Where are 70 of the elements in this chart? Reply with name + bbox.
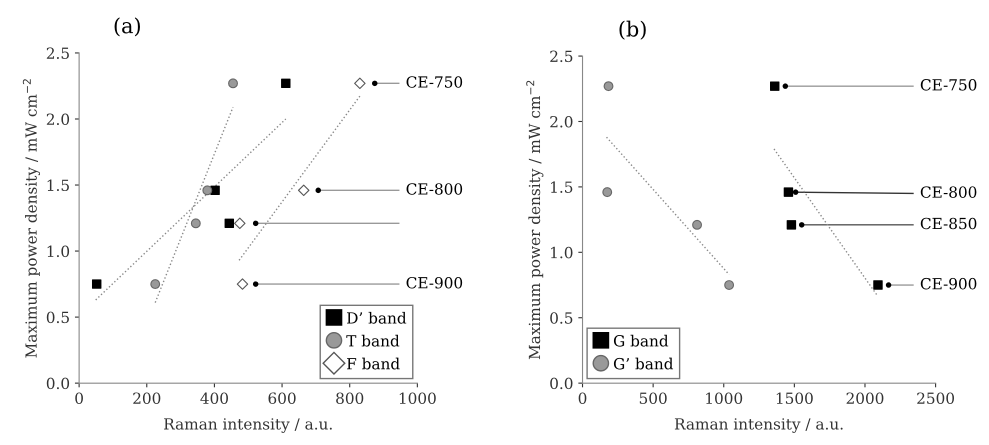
series-label: CE-750 <box>406 76 462 88</box>
legend-label: G band <box>614 334 668 347</box>
y-tick-label: 1.0 <box>551 246 572 258</box>
series-label: CE-750 <box>920 79 976 91</box>
point <box>252 281 258 287</box>
y-tick-label: 0.0 <box>550 378 572 390</box>
point <box>236 278 248 290</box>
point <box>316 188 322 194</box>
x-tick-label: 2000 <box>846 392 884 404</box>
y-tick-label: 2.5 <box>46 47 69 59</box>
x-tick-label: 1000 <box>400 392 436 404</box>
y-tick-label: 0.5 <box>550 312 572 324</box>
x-tick-label: 500 <box>640 392 667 404</box>
point <box>692 220 702 230</box>
point <box>873 280 883 290</box>
point <box>886 282 892 288</box>
y-tick-label: 2.0 <box>46 113 70 126</box>
y-tick-label: 1.5 <box>48 179 69 192</box>
point <box>150 279 160 290</box>
point <box>792 189 798 195</box>
x-axis-title: Raman intensity / a.u. <box>164 418 332 433</box>
point <box>372 80 378 86</box>
chart-title: (a) <box>114 17 140 36</box>
series-label: CE-900 <box>406 276 462 289</box>
x-tick-label: 2500 <box>917 392 954 404</box>
x-tick-label: 600 <box>268 392 296 404</box>
point <box>784 187 794 197</box>
point <box>354 78 366 90</box>
chart-title: (b) <box>619 20 646 40</box>
point <box>602 187 612 198</box>
x-tick-label: 1000 <box>706 392 742 404</box>
point <box>782 83 788 89</box>
x-tick-label: 0 <box>578 392 586 404</box>
series-label: CE-850 <box>920 218 976 230</box>
point <box>234 218 246 230</box>
legend-label: T band <box>346 334 400 347</box>
x-tick-label: 200 <box>133 392 160 404</box>
point <box>770 81 780 91</box>
point <box>210 186 220 196</box>
y-tick-label: 2.0 <box>550 116 572 128</box>
series-label: CE-800 <box>406 183 462 195</box>
point <box>224 218 234 228</box>
point <box>252 220 258 226</box>
point <box>298 184 310 196</box>
legend-label: G’ band <box>614 358 674 370</box>
x-tick-label: 800 <box>336 392 364 404</box>
point <box>724 280 734 290</box>
series-label: CE-900 <box>920 278 976 290</box>
legend-label: D’ band <box>347 312 406 324</box>
point <box>92 279 102 289</box>
point <box>228 78 238 88</box>
point <box>281 78 291 88</box>
point <box>202 185 212 196</box>
y-tick-label: 0.0 <box>46 378 70 390</box>
point <box>604 81 614 92</box>
y-axis-title: Maximum power density / mW cm$^{−2}$ <box>526 80 544 360</box>
point <box>786 220 796 230</box>
series-label: CE-800 <box>920 186 976 198</box>
y-tick-label: 2.5 <box>550 50 572 62</box>
x-tick-label: 1500 <box>776 392 813 404</box>
x-axis-title: Raman intensity / a.u. <box>674 418 843 433</box>
y-tick-label: 1.5 <box>551 181 572 193</box>
x-tick-label: 400 <box>200 392 228 404</box>
y-axis-title: Maximum power density / mW cm$^{−2}$ <box>22 79 40 358</box>
point <box>190 218 201 228</box>
point <box>798 222 804 228</box>
x-tick-label: 0 <box>75 392 83 404</box>
y-tick-label: 1.0 <box>48 246 70 258</box>
legend-label: F band <box>347 358 400 370</box>
y-tick-label: 0.5 <box>46 312 69 324</box>
